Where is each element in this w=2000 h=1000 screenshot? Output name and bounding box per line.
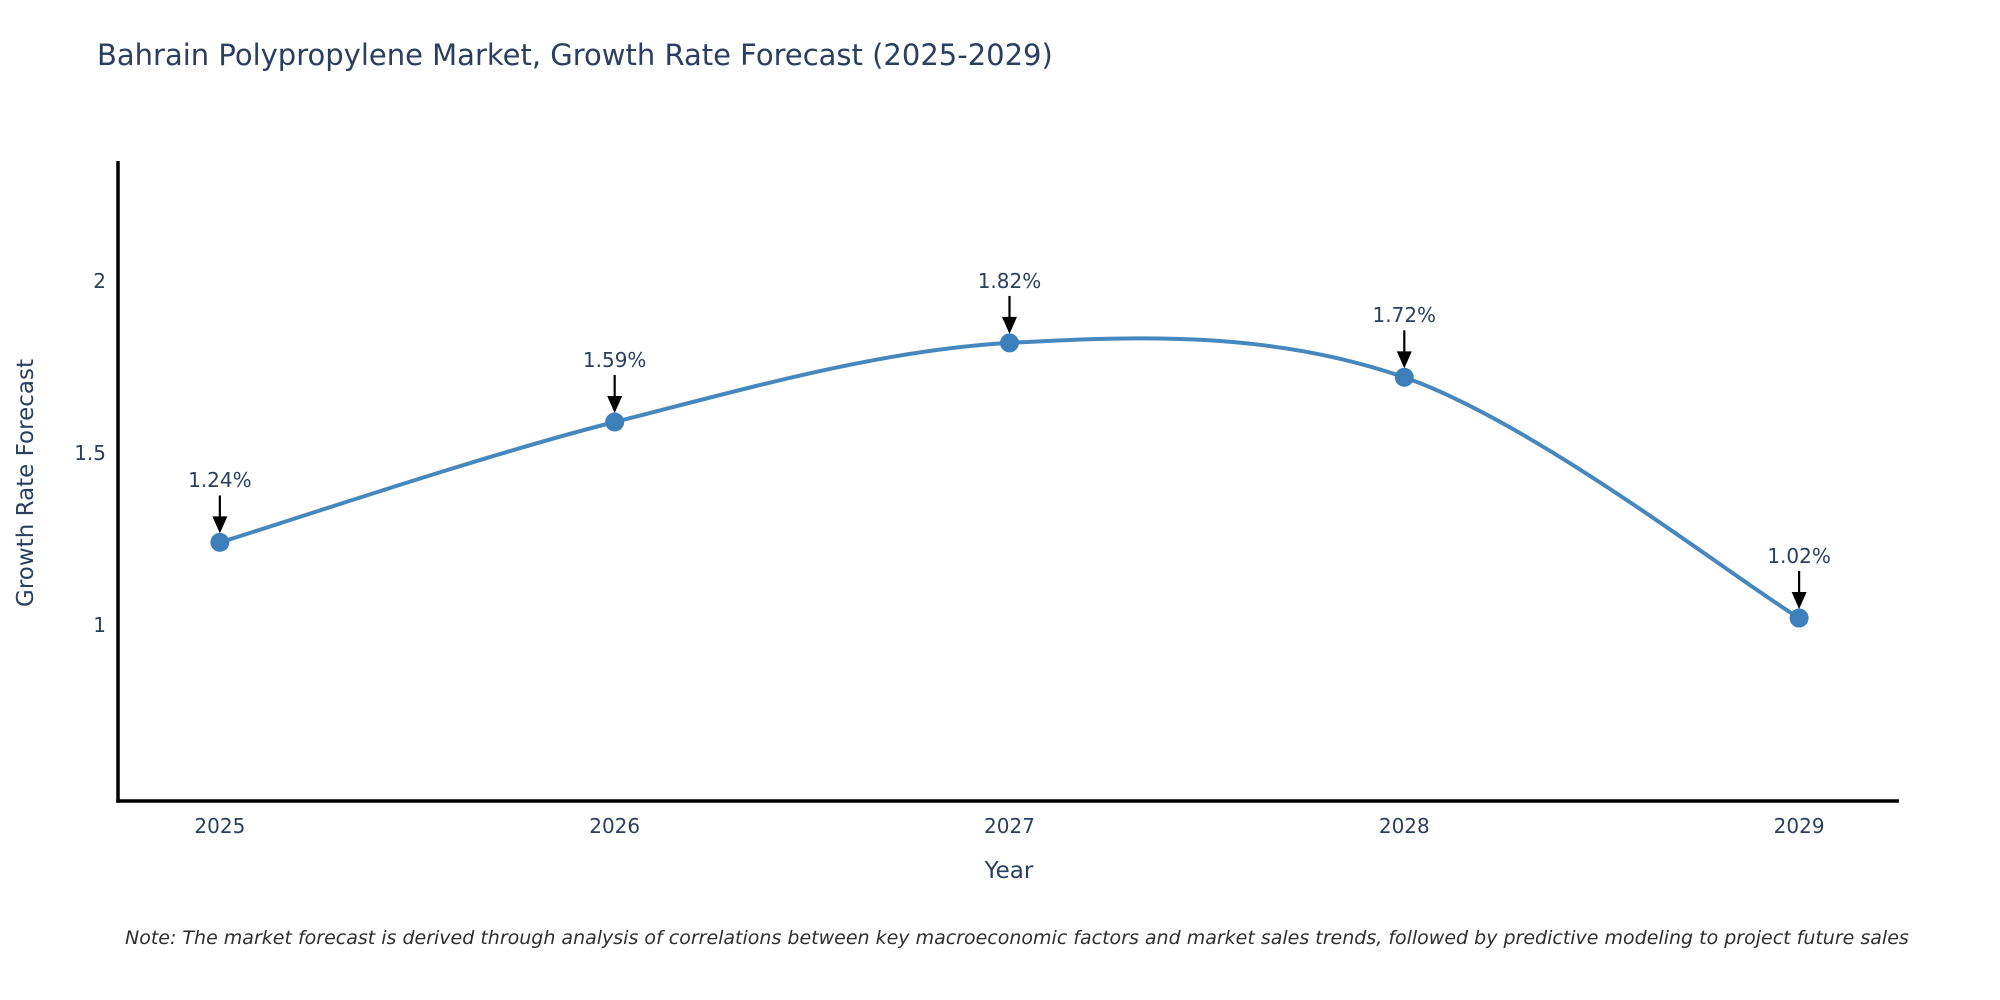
point-annotation-2027: 1.82% xyxy=(977,268,1042,293)
x-tick-label-2026: 2026 xyxy=(589,814,641,838)
point-annotation-2029: 1.02% xyxy=(1767,544,1831,569)
annotation-arrowhead xyxy=(1396,351,1412,369)
y-axis-title: Growth Rate Forecast xyxy=(13,359,39,607)
data-point-2027 xyxy=(999,333,1019,353)
y-tick-label-1.5: 1.5 xyxy=(74,440,106,465)
annotation-arrowhead xyxy=(1001,316,1017,334)
point-annotation-2025: 1.24% xyxy=(188,468,252,493)
chart-title: Bahrain Polypropylene Market, Growth Rat… xyxy=(97,38,1053,72)
footnote: Note: The market forecast is derived thr… xyxy=(125,927,1909,949)
annotation-arrowhead xyxy=(1791,592,1807,610)
annotation-arrowhead xyxy=(212,516,228,534)
data-point-2026 xyxy=(605,412,625,432)
x-axis-title: Year xyxy=(984,858,1034,884)
point-annotation-2028: 1.72% xyxy=(1372,303,1437,328)
data-point-2025 xyxy=(210,532,230,552)
x-tick-label-2028: 2028 xyxy=(1378,814,1430,838)
x-tick-label-2025: 2025 xyxy=(194,814,246,838)
growth-line xyxy=(219,336,1801,620)
point-annotation-2026: 1.59% xyxy=(582,348,647,373)
y-tick-label-2: 2 xyxy=(93,269,106,294)
x-tick-label-2027: 2027 xyxy=(984,814,1035,838)
annotation-arrowhead xyxy=(607,396,623,414)
data-point-2029 xyxy=(1789,608,1809,628)
data-point-2028 xyxy=(1394,367,1414,387)
y-tick-label-1: 1 xyxy=(93,612,106,637)
x-tick-label-2029: 2029 xyxy=(1773,814,1825,838)
